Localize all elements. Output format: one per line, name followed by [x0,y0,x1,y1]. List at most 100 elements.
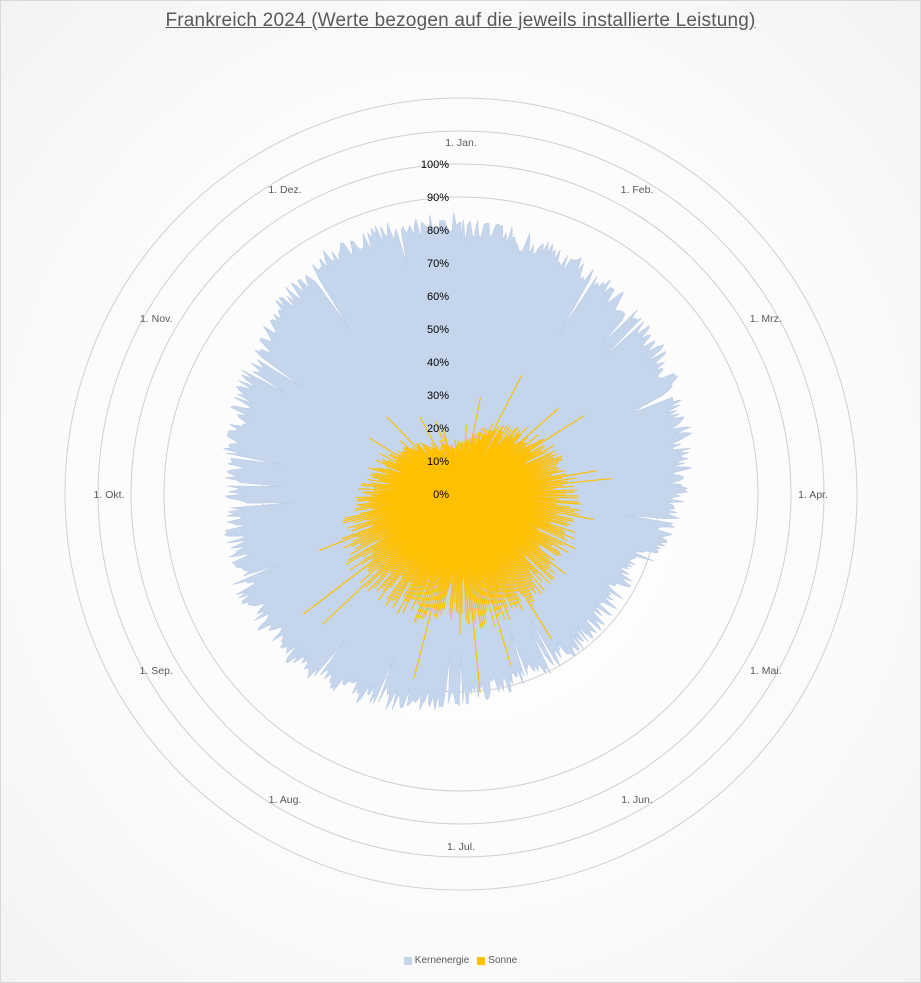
series-sonne [302,375,612,694]
sonne-day-line [387,493,462,600]
sonne-day-line [460,493,580,515]
sonne-day-line [367,493,462,571]
sonne-day-line [460,493,571,526]
sonne-day-line [460,493,568,527]
radial-tick-label: 30% [427,390,449,402]
month-label: 1. Nov. [140,313,172,325]
month-label: 1. Mai. [750,665,782,677]
sonne-day-line [460,493,467,621]
sonne-day-line [460,493,503,608]
sonne-day-line [460,493,579,499]
sonne-day-line [460,493,561,553]
sonne-day-line [360,493,462,545]
sonne-day-line [417,493,462,605]
sonne-day-line [460,493,513,605]
sonne-day-line [460,493,558,505]
sonne-day-line [460,488,555,495]
ring-gridline [163,196,759,792]
sonne-day-line [355,493,462,550]
sonne-day-line [360,493,462,583]
sonne-day-line [460,493,513,610]
sonne-day-line [460,493,562,556]
sonne-day-line [349,493,462,571]
sonne-day-line [350,493,462,555]
sonne-day-line [460,493,506,620]
sonne-day-line [364,493,462,588]
sonne-day-line [342,493,462,524]
sonne-day-line [460,493,470,625]
sonne-day-line [460,493,580,503]
ring-gridline [97,130,825,858]
month-label: 1. Mrz. [750,313,782,325]
sonne-day-line [356,493,462,538]
legend-item-sonne: Sonne [477,955,517,966]
sonne-day-line [422,493,462,619]
radial-tick-label: 10% [427,456,449,468]
sonne-day-line [378,493,462,601]
sonne-day-line [450,493,462,621]
month-labels: 1. Jan. 1. Feb. 1. Mrz. 1. Apr. 1. Mai. 1. Ju… [94,137,828,853]
sonne-day-line [460,493,488,612]
sonne-day-line [460,493,501,614]
ring-gridline [130,163,792,825]
sonne-day-line [460,493,464,581]
sonne-day-line [460,493,471,613]
sonne-day-line [356,493,462,502]
sonne-day-line [390,493,462,574]
sonne-day-line [460,493,551,560]
sonne-day-line [424,493,462,618]
sonne-day-line [459,493,462,635]
sonne-day-line [460,491,575,495]
sonne-day-line [347,493,462,529]
sonne-day-line [460,493,524,611]
sonne-day-line [345,493,462,565]
sonne-day-line [460,493,477,612]
sonne-day-line [371,493,462,527]
sonne-day-line [460,493,537,595]
sonne-center [449,482,473,506]
sonne-day-line [410,493,462,601]
sonne-day-line [460,493,500,617]
sonne-day-line [355,493,462,499]
month-label: 1. Jan. [445,137,477,149]
sonne-day-line [460,493,509,610]
month-label: 1. Sep. [140,665,173,677]
radial-tick-label: 90% [427,192,449,204]
sonne-day-line [460,493,565,534]
sonne-day-line [460,493,523,596]
sonne-day-line [460,493,574,523]
month-label: 1. Feb. [621,184,654,196]
sonne-day-line [460,439,542,495]
sonne-day-line [402,493,462,614]
radial-tick-label: 0% [433,489,449,501]
sonne-day-line [322,493,462,625]
sonne-day-line [409,493,462,583]
sonne-day-line [460,467,561,495]
chart-title: Frankreich 2024 (Werte bezogen auf die j… [165,10,756,31]
sonne-day-line [432,493,462,613]
sonne-day-line [416,493,462,603]
radial-tick-label: 40% [427,357,449,369]
sonne-day-line [460,493,552,640]
legend: Kernenergie Sonne [0,955,921,966]
sonne-day-line [460,470,597,495]
sonne-day-line [413,493,462,623]
sonne-day-line [354,493,462,529]
sonne-day-line [371,493,462,554]
radial-tick-label: 80% [427,225,449,237]
sonne-day-line [460,441,519,495]
month-label: 1. Jul. [447,841,475,853]
month-label: 1. Aug. [269,794,302,806]
ring-gridline [64,97,858,891]
sonne-day-line [460,493,487,619]
sonne-day-line [460,493,576,550]
sonne-day-line [460,493,565,538]
sonne-day-line [428,493,462,612]
sonne-day-line [460,493,482,628]
sonne-day-line [391,493,462,602]
legend-item-kernenergie: Kernenergie [403,955,469,966]
sonne-day-line [460,493,463,614]
radial-tick-labels: 0% 10% 20% 30% 40% 50% 60% 70% 80% 90% 100% [421,159,449,501]
sonne-day-line [302,493,462,615]
